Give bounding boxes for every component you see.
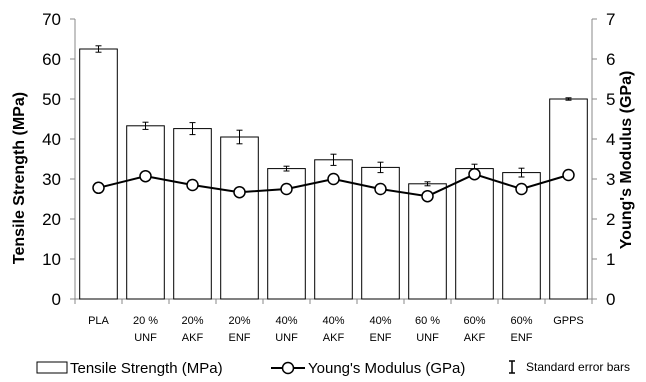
x-tick-label: 40% <box>369 315 391 327</box>
x-tick-label: 20 % <box>133 315 158 327</box>
line-point <box>327 172 340 186</box>
bar <box>220 136 259 300</box>
bar <box>549 98 588 300</box>
y-tick-label: 50 <box>42 90 61 109</box>
x-tick-label: UNF <box>275 332 298 344</box>
x-tick-label: 20% <box>228 315 250 327</box>
y2-tick-label: 4 <box>606 130 615 149</box>
legend-bar-swatch <box>36 361 68 374</box>
line-point <box>515 182 528 196</box>
legend-circle-marker <box>281 361 295 375</box>
x-tick-label: 20% <box>181 315 203 327</box>
y-tick-label: 70 <box>42 10 61 29</box>
line-point <box>421 189 434 203</box>
line-point <box>374 182 387 196</box>
line-point <box>562 168 575 182</box>
x-tick-label: AKF <box>182 332 204 344</box>
bar <box>173 128 212 300</box>
line-point <box>186 178 199 192</box>
x-tick-label: AKF <box>464 332 486 344</box>
x-tick-label: UNF <box>416 332 439 344</box>
line-point <box>280 182 293 196</box>
y2-tick-label: 6 <box>606 50 615 69</box>
x-tick-label: 40% <box>275 315 297 327</box>
x-tick-label: GPPS <box>553 315 584 327</box>
x-tick-label: 60% <box>510 315 532 327</box>
y-axis-title: Tensile Strength (MPa) <box>11 92 28 264</box>
y2-tick-label: 5 <box>606 90 615 109</box>
bar <box>455 168 494 300</box>
y2-tick-label: 0 <box>606 290 615 309</box>
x-tick-label: ENF <box>511 332 533 344</box>
legend: Tensile Strength (MPa) Young's Modulus (… <box>36 360 630 377</box>
x-tick-label: ENF <box>229 332 251 344</box>
bar <box>126 125 165 300</box>
y-tick-label: 20 <box>42 210 61 229</box>
y-tick-label: 40 <box>42 130 61 149</box>
legend-error-label: Standard error bars <box>526 360 630 374</box>
legend-bar-label: Tensile Strength (MPa) <box>70 360 223 377</box>
line-point <box>92 181 105 195</box>
x-tick-label: ENF <box>370 332 392 344</box>
x-tick-label: AKF <box>323 332 345 344</box>
x-tick-label: UNF <box>134 332 157 344</box>
y2-tick-label: 2 <box>606 210 615 229</box>
y2-tick-label: 7 <box>606 10 615 29</box>
y-tick-label: 10 <box>42 250 61 269</box>
legend-error-bar-icon <box>509 360 515 374</box>
line-point <box>139 169 152 183</box>
x-tick-label: 60 % <box>415 315 440 327</box>
y-tick-label: 0 <box>52 290 61 309</box>
bar <box>408 183 447 300</box>
legend-line-label: Young's Modulus (GPa) <box>308 360 465 377</box>
x-tick-label: 60% <box>463 315 485 327</box>
y-tick-label: 30 <box>42 170 61 189</box>
y2-tick-label: 3 <box>606 170 615 189</box>
y2-axis-title: Young's Modulus (GPa) <box>618 71 635 250</box>
y-tick-label: 60 <box>42 50 61 69</box>
x-tick-label: 40% <box>322 315 344 327</box>
x-tick-label: PLA <box>88 315 109 327</box>
line-point <box>233 185 246 199</box>
y2-tick-label: 1 <box>606 250 615 269</box>
line-point <box>468 167 481 181</box>
bar <box>79 48 118 300</box>
